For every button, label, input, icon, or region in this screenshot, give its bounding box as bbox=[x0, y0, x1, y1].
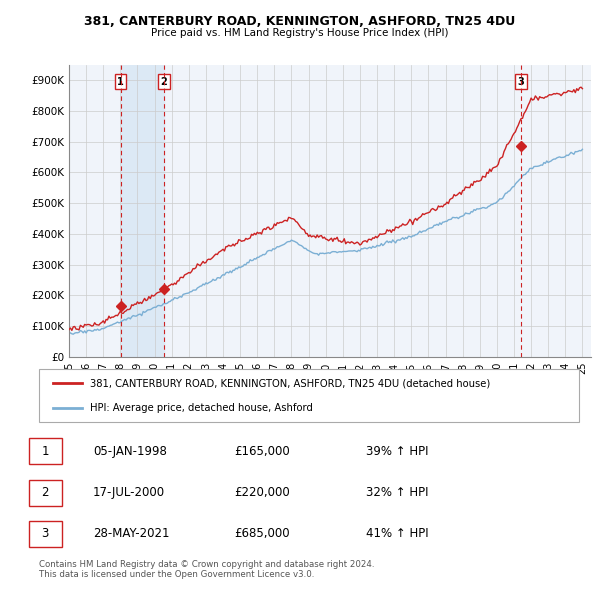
Text: £165,000: £165,000 bbox=[234, 445, 290, 458]
Text: 1: 1 bbox=[117, 77, 124, 87]
Text: Contains HM Land Registry data © Crown copyright and database right 2024.
This d: Contains HM Land Registry data © Crown c… bbox=[39, 560, 374, 579]
Text: £220,000: £220,000 bbox=[234, 486, 290, 499]
Text: 17-JUL-2000: 17-JUL-2000 bbox=[93, 486, 165, 499]
Bar bbox=[121, 65, 164, 357]
Text: HPI: Average price, detached house, Ashford: HPI: Average price, detached house, Ashf… bbox=[90, 402, 313, 412]
Text: 41% ↑ HPI: 41% ↑ HPI bbox=[366, 527, 428, 540]
Text: 1: 1 bbox=[41, 445, 49, 458]
Text: 28-MAY-2021: 28-MAY-2021 bbox=[93, 527, 170, 540]
Text: £685,000: £685,000 bbox=[234, 527, 290, 540]
Text: 381, CANTERBURY ROAD, KENNINGTON, ASHFORD, TN25 4DU: 381, CANTERBURY ROAD, KENNINGTON, ASHFOR… bbox=[85, 15, 515, 28]
Text: 32% ↑ HPI: 32% ↑ HPI bbox=[366, 486, 428, 499]
Text: 39% ↑ HPI: 39% ↑ HPI bbox=[366, 445, 428, 458]
Text: 3: 3 bbox=[41, 527, 49, 540]
Text: 05-JAN-1998: 05-JAN-1998 bbox=[93, 445, 167, 458]
Text: 2: 2 bbox=[41, 486, 49, 499]
Text: 3: 3 bbox=[518, 77, 524, 87]
Text: 2: 2 bbox=[160, 77, 167, 87]
Text: Price paid vs. HM Land Registry's House Price Index (HPI): Price paid vs. HM Land Registry's House … bbox=[151, 28, 449, 38]
Text: 381, CANTERBURY ROAD, KENNINGTON, ASHFORD, TN25 4DU (detached house): 381, CANTERBURY ROAD, KENNINGTON, ASHFOR… bbox=[90, 378, 491, 388]
